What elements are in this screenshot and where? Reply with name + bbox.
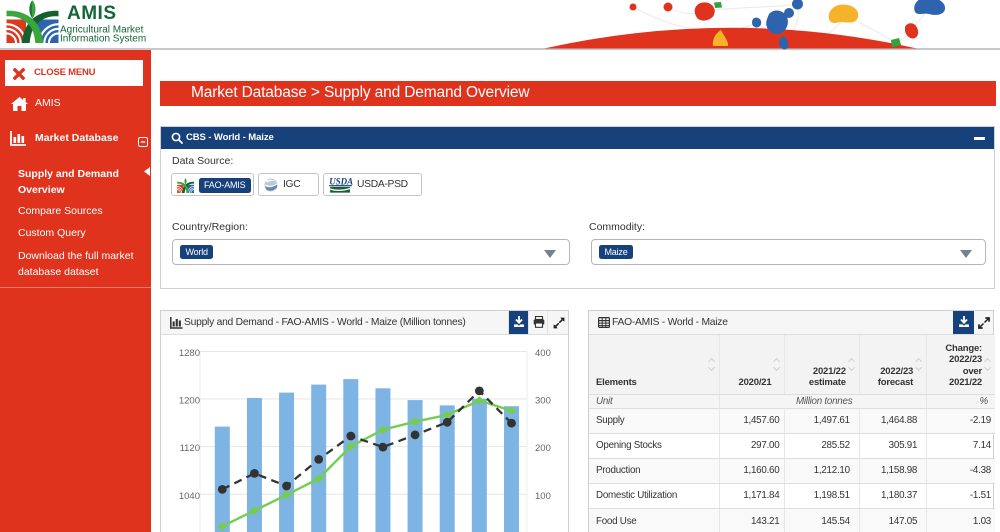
svg-text:100: 100 [535,491,551,502]
svg-text:1200: 1200 [179,396,200,407]
svg-text:300: 300 [535,396,551,407]
svg-text:USDA: USDA [329,177,353,187]
svg-text:1280: 1280 [179,348,200,359]
svg-text:Information System: Information System [60,34,146,45]
svg-text:AMIS: AMIS [67,3,117,24]
svg-text:Agricultural Market: Agricultural Market [60,24,144,35]
svg-text:1120: 1120 [180,443,200,454]
svg-text:400: 400 [535,348,551,359]
svg-text:200: 200 [535,443,551,454]
svg-text:1040: 1040 [179,491,200,502]
